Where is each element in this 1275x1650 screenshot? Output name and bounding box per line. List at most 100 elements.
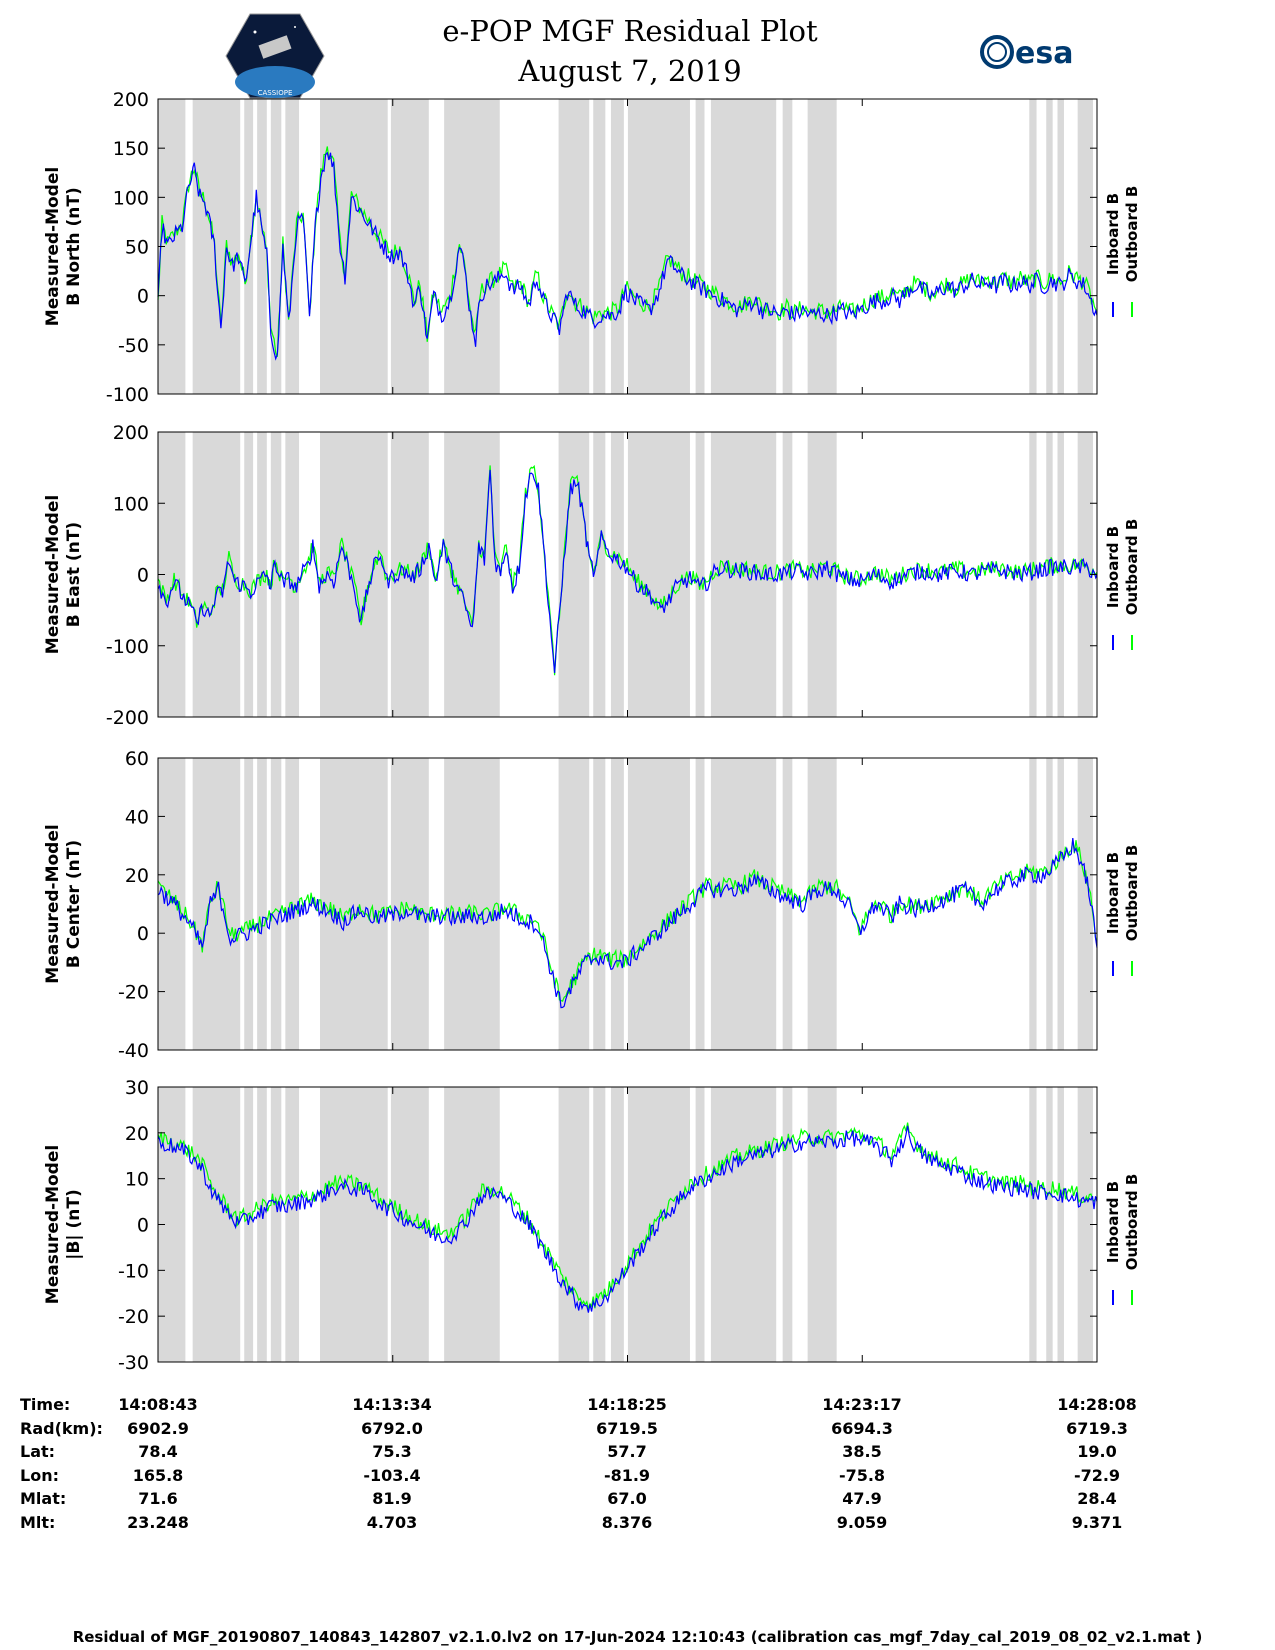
- y-tick-label: -20: [118, 982, 149, 1004]
- info-value-mlat: 28.4: [1077, 1489, 1117, 1508]
- gap-band: [192, 432, 241, 717]
- info-value-rad: 6719.3: [1066, 1419, 1128, 1438]
- gap-band: [695, 432, 705, 717]
- gap-band: [270, 99, 282, 394]
- gap-band: [610, 99, 624, 394]
- legend-inboard-label: Inboard B: [1104, 193, 1122, 275]
- info-value-lon: -75.8: [838, 1466, 886, 1485]
- panel-4: -30 -20 -10 0 10 20 30 Measured-Model |B| (nT) In…: [43, 1077, 1141, 1374]
- gap-band: [710, 99, 777, 394]
- gap-band: [593, 758, 606, 1050]
- y-tick-label: 10: [125, 1169, 149, 1191]
- y-axis-label-line2: B Center (nT): [64, 840, 84, 968]
- cassiope-logo-text: CASSIOPE: [258, 89, 293, 97]
- y-axis-label-line2: B North (nT): [64, 187, 84, 306]
- footer-caption: Residual of MGF_20190807_140843_142807_v…: [72, 1628, 1203, 1646]
- series-inboard-b: [157, 469, 1098, 674]
- gap-band: [593, 432, 606, 717]
- y-tick-label: 30: [125, 1077, 149, 1099]
- gap-band: [320, 99, 388, 394]
- info-value-lon: 165.8: [132, 1466, 184, 1485]
- esa-logo-text: esa: [1015, 36, 1073, 71]
- gap-band: [1046, 99, 1053, 394]
- series-inboard-b: [157, 151, 1098, 361]
- info-value-time: 14:28:08: [1057, 1395, 1137, 1414]
- y-tick-label: 40: [125, 806, 149, 828]
- info-value-lon: -81.9: [603, 1466, 651, 1485]
- info-value-time: 14:18:25: [587, 1395, 667, 1414]
- y-tick-label: 60: [125, 748, 149, 770]
- y-axis-label-line1: Measured-Model: [43, 824, 63, 983]
- gap-band: [285, 432, 300, 717]
- gap-band: [558, 1087, 590, 1362]
- gap-band: [244, 432, 254, 717]
- gap-band: [782, 99, 793, 394]
- legend-outboard-label: Outboard B: [1123, 186, 1141, 283]
- gap-band: [1057, 432, 1064, 717]
- y-tick-label: -100: [106, 384, 149, 406]
- y-tick-label: 100: [113, 493, 149, 515]
- gap-band: [1077, 1087, 1093, 1362]
- info-value-mlat: 67.0: [607, 1489, 647, 1508]
- info-value-mlt: 9.059: [836, 1513, 888, 1532]
- legend-inboard-label: Inboard B: [1104, 526, 1122, 608]
- gap-band: [257, 758, 267, 1050]
- legend-outboard-label: Outboard B: [1123, 845, 1141, 942]
- gap-band: [627, 758, 690, 1050]
- info-value-mlat: 47.9: [842, 1489, 882, 1508]
- gap-band: [807, 99, 837, 394]
- gap-band: [192, 99, 241, 394]
- gap-band: [257, 1087, 267, 1362]
- gap-band: [1077, 432, 1093, 717]
- gap-band: [695, 1087, 705, 1362]
- series-inboard-b: [157, 838, 1098, 1009]
- gap-band: [285, 1087, 300, 1362]
- gap-band: [695, 99, 705, 394]
- gap-band: [1057, 758, 1064, 1050]
- gap-band: [192, 1087, 241, 1362]
- y-tick-label: 0: [137, 923, 149, 945]
- info-value-lon: -103.4: [363, 1466, 421, 1485]
- gap-band: [192, 758, 241, 1050]
- info-value-lat: 38.5: [842, 1442, 882, 1461]
- gap-band: [1046, 758, 1053, 1050]
- gap-band: [270, 1087, 282, 1362]
- gap-band: [390, 99, 429, 394]
- y-axis-label-line1: Measured-Model: [43, 167, 63, 326]
- gap-band: [285, 99, 300, 394]
- info-value-mlat: 81.9: [372, 1489, 412, 1508]
- gap-band: [320, 1087, 388, 1362]
- gap-band: [1029, 99, 1037, 394]
- gap-band: [610, 1087, 624, 1362]
- y-tick-label: 0: [137, 286, 149, 308]
- info-value-lat: 57.7: [607, 1442, 647, 1461]
- y-tick-label: -50: [118, 335, 149, 357]
- gap-band: [710, 758, 777, 1050]
- y-axis-label-line2: |B| (nT): [64, 1189, 84, 1260]
- y-tick-label: 200: [113, 422, 149, 444]
- gap-band: [558, 758, 590, 1050]
- gap-band: [1077, 758, 1093, 1050]
- y-tick-label: 20: [125, 1123, 149, 1145]
- gap-band: [807, 1087, 837, 1362]
- info-value-time: 14:13:34: [352, 1395, 432, 1414]
- y-tick-label: 150: [113, 138, 149, 160]
- chart-date: August 7, 2019: [518, 54, 742, 88]
- gap-band: [270, 432, 282, 717]
- info-row-label: Mlt:: [20, 1513, 56, 1532]
- gap-band: [1029, 758, 1037, 1050]
- gap-band: [244, 758, 254, 1050]
- gap-band: [695, 758, 705, 1050]
- y-tick-label: 50: [125, 237, 149, 259]
- panel-1: -100 -50 0 50 100 150 200 Measured-Model B North…: [43, 89, 1141, 406]
- y-tick-label: -200: [106, 707, 149, 729]
- y-tick-label: 20: [125, 865, 149, 887]
- info-row-label: Lat:: [20, 1442, 56, 1461]
- y-tick-label: 100: [113, 187, 149, 209]
- info-row-label: Rad(km):: [20, 1419, 103, 1438]
- gap-band: [1046, 1087, 1053, 1362]
- gap-band: [158, 758, 186, 1050]
- info-value-mlt: 23.248: [127, 1513, 189, 1532]
- gap-band: [610, 432, 624, 717]
